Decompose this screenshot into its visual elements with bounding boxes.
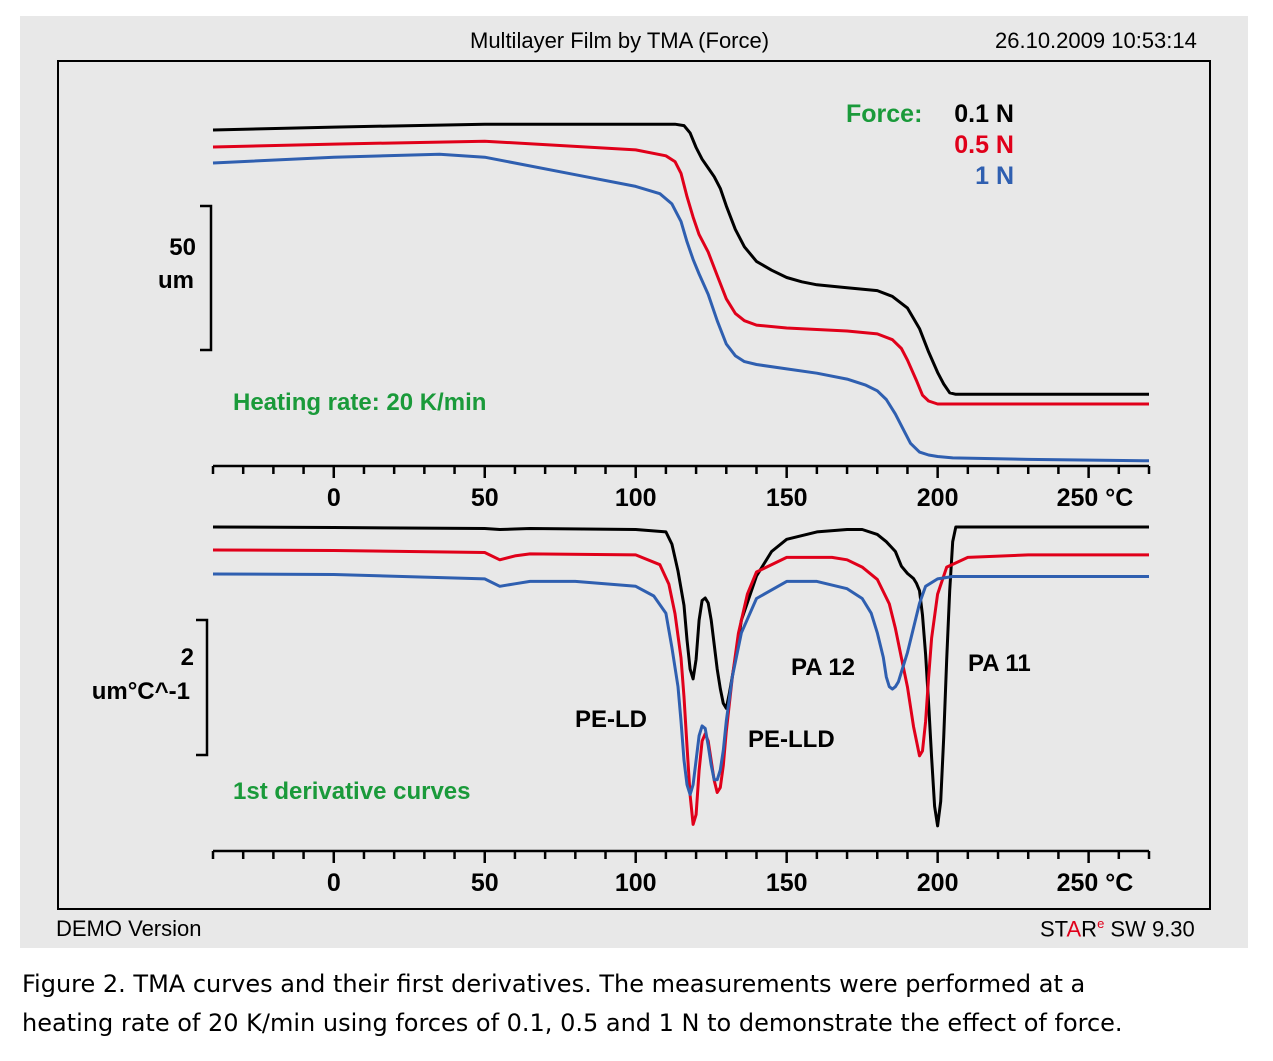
series-line-0-5-n (212, 139, 1149, 406)
x-tick-label: 0 (327, 484, 341, 512)
series-line-1-n (212, 152, 1150, 463)
x-tick-label: 150 (766, 484, 808, 512)
legend-entry-1n: 1 N (975, 162, 1014, 190)
x-tick-label: 200 (917, 869, 959, 897)
x-tick-label: 50 (471, 484, 499, 512)
figure-caption: Figure 2. TMA curves and their first der… (22, 965, 1262, 1043)
series-line-0-1-n (212, 525, 1149, 828)
caption-line-2: heating rate of 20 K/min using forces of… (22, 1009, 1123, 1037)
chart-title: Multilayer Film by TMA (Force) (470, 28, 770, 53)
series-line-0-1-n (212, 122, 1149, 396)
x-tick-label: 50 (471, 869, 499, 897)
x-axis-top: 0 50 100 150 200 250 °C (211, 464, 1151, 512)
chart-canvas: 0 50 100 150 200 250 °C 0 50 100 150 200 250 °C 50… (92, 100, 1151, 897)
heating-rate-annotation: Heating rate: 20 K/min (233, 389, 486, 416)
scale-bar-top-unit: um (158, 267, 194, 294)
x-tick-label: 150 (766, 869, 808, 897)
x-tick-label: 200 (917, 484, 959, 512)
x-tick-label: 0 (327, 869, 341, 897)
series-line-1-n (212, 572, 1149, 796)
derivative-curves (212, 525, 1149, 828)
x-axis-bottom: 0 50 100 150 200 250 °C (211, 849, 1151, 897)
tma-curves (212, 122, 1150, 463)
scale-bar-top-value: 50 (169, 234, 196, 261)
derivative-annotation: 1st derivative curves (233, 778, 470, 805)
brand-r: R (1081, 916, 1098, 942)
peak-label-pe-lld: PE-LLD (748, 726, 835, 753)
brand-sup: e (1097, 916, 1105, 931)
brand-a: A (1066, 916, 1082, 942)
peak-label-pe-ld: PE-LD (575, 706, 647, 733)
x-tick-label: 100 (615, 484, 657, 512)
scale-bar-bottom-value: 2 (181, 644, 194, 671)
peak-label-pa11: PA 11 (968, 650, 1031, 677)
peak-label-pa12: PA 12 (791, 654, 855, 681)
scale-bar-bottom (196, 618, 209, 757)
x-tick-label: 250 °C (1057, 869, 1134, 897)
scale-bar-bottom-unit: um°C^-1 (92, 678, 190, 705)
caption-line-1: Figure 2. TMA curves and their first der… (22, 970, 1086, 998)
legend-entry-0-1n: 0.1 N (954, 100, 1014, 128)
brand-rest: SW 9.30 (1104, 916, 1195, 942)
plot-frame (57, 60, 1211, 910)
scale-bar-top (200, 204, 213, 352)
x-tick-label: 250 °C (1057, 484, 1134, 512)
legend-title: Force: (846, 100, 922, 128)
brand-st: ST (1040, 916, 1067, 942)
legend-entry-0-5n: 0.5 N (954, 131, 1014, 159)
demo-version-label: DEMO Version (56, 916, 202, 941)
x-tick-label: 100 (615, 869, 657, 897)
software-brand: STARe SW 9.30 (1040, 916, 1195, 942)
chart-datetime: 26.10.2009 10:53:14 (995, 28, 1197, 53)
